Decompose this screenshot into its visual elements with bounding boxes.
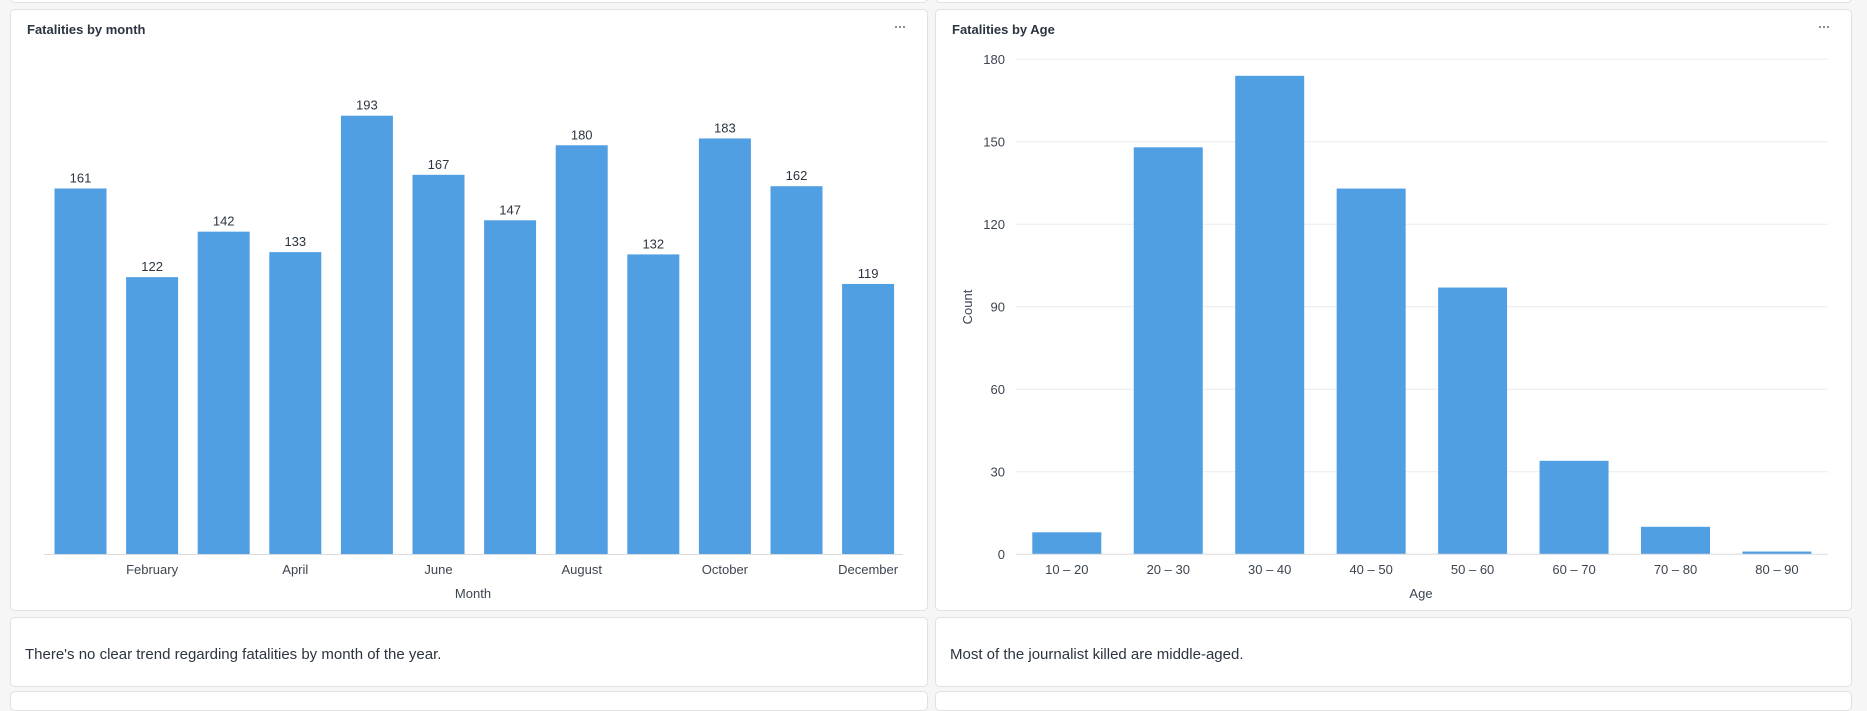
panel-below-right <box>935 691 1852 711</box>
age-chart-panel: Fatalities by Age <box>935 9 1852 611</box>
age-chart-more-icon[interactable] <box>1813 18 1835 36</box>
month-chart-more-icon[interactable] <box>889 18 911 36</box>
age-note-text: Most of the journalist killed are middle… <box>950 646 1244 663</box>
month-chart-title: Fatalities by month <box>27 22 146 37</box>
panel-below-left <box>10 691 928 711</box>
age-note-panel: Most of the journalist killed are middle… <box>935 617 1852 687</box>
month-chart-panel: Fatalities by month <box>10 9 928 611</box>
month-note-text: There's no clear trend regarding fatalit… <box>25 646 442 663</box>
month-note-panel: There's no clear trend regarding fatalit… <box>10 617 928 687</box>
age-chart-title: Fatalities by Age <box>952 22 1055 37</box>
panel-above-left <box>10 0 928 3</box>
panel-above-right <box>935 0 1852 3</box>
